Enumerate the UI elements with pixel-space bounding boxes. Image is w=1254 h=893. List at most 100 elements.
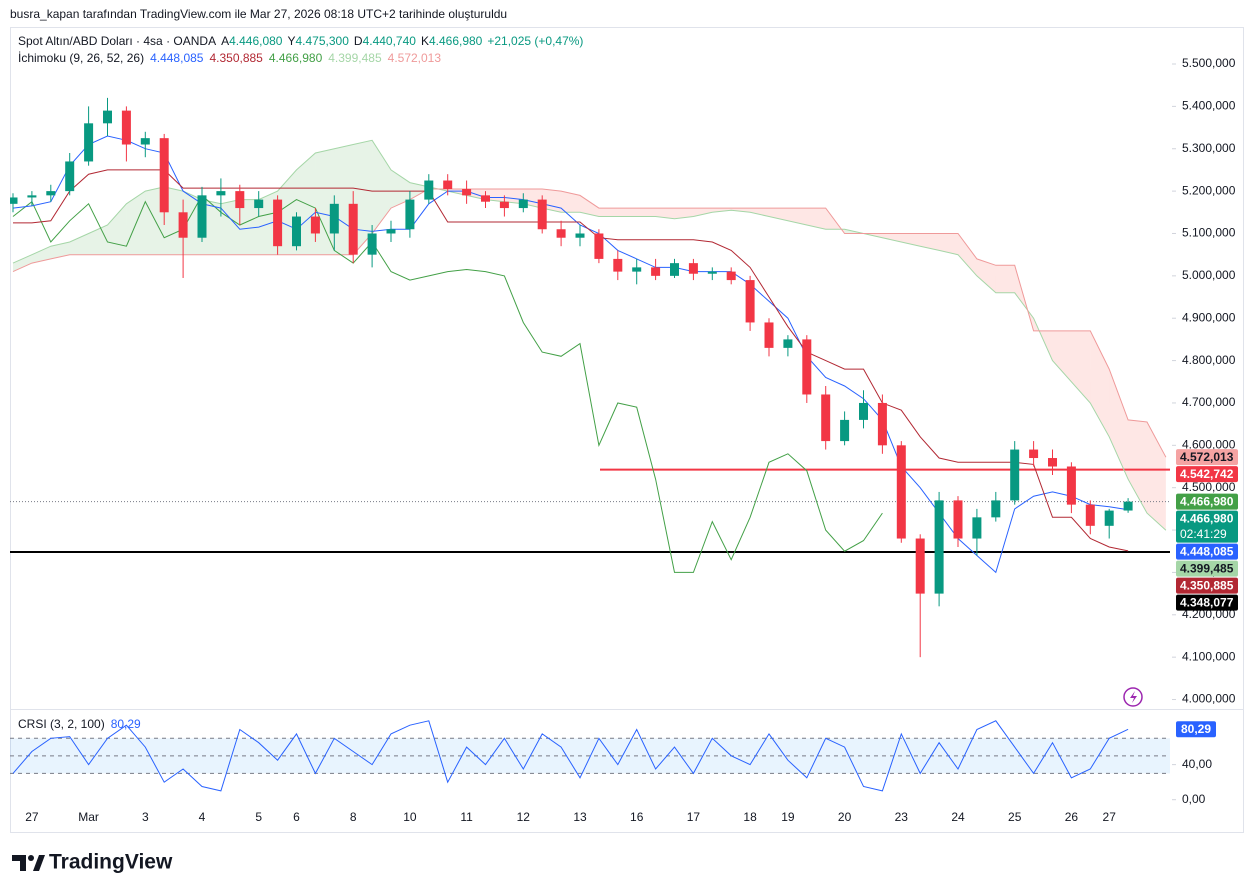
crsi-tick-label: 0,00 xyxy=(1182,792,1206,806)
price-label-box xyxy=(1176,577,1238,594)
cloud xyxy=(769,208,788,221)
cloud xyxy=(1052,330,1072,382)
ichimoku-value: 4.350,885 xyxy=(209,51,263,65)
candle-body xyxy=(367,233,377,255)
candle-body xyxy=(1085,504,1095,526)
cloud xyxy=(693,208,713,217)
x-tick-label: 11 xyxy=(460,810,473,824)
price-label: 4.348,077 xyxy=(1180,595,1234,609)
candle-body xyxy=(877,402,887,446)
candle-body xyxy=(462,188,472,196)
price-label: 4.399,485 xyxy=(1180,561,1234,575)
cloud xyxy=(50,241,70,259)
price-label: 4.542,742 xyxy=(1180,467,1234,481)
x-tick-label: 5 xyxy=(255,810,262,824)
y-tick-label: 4.800,000 xyxy=(1182,353,1236,367)
brand: TradingView xyxy=(49,851,173,874)
candle-body xyxy=(1066,466,1076,505)
candle-body xyxy=(310,216,320,234)
countdown: 02:41:29 xyxy=(1180,527,1227,541)
candle-body xyxy=(575,233,585,238)
price-label: 4.350,885 xyxy=(1180,578,1234,592)
cloud xyxy=(504,188,524,204)
cloud xyxy=(939,233,958,255)
candle-body xyxy=(764,322,774,348)
candle-body xyxy=(1123,501,1133,511)
cloud xyxy=(183,191,202,255)
cloud xyxy=(69,233,89,255)
cloud xyxy=(598,208,618,217)
cloud xyxy=(674,208,694,219)
candle-body xyxy=(65,161,75,192)
candle-body xyxy=(292,216,301,247)
ohlc-key: D xyxy=(354,34,363,48)
crsi-value: 80,29 xyxy=(111,717,141,731)
candle-body xyxy=(972,517,982,539)
cloud xyxy=(239,199,259,255)
cloud xyxy=(1128,419,1147,514)
candle-body xyxy=(556,229,566,238)
cloud xyxy=(334,144,354,255)
y-tick-label: 4.900,000 xyxy=(1182,310,1236,324)
candle-body xyxy=(121,110,131,145)
x-tick-label: 8 xyxy=(350,810,357,824)
cloud xyxy=(561,191,580,213)
candle-body xyxy=(405,199,415,230)
ichimoku-title: İchimoku (9, 26, 52, 26) xyxy=(18,51,144,65)
change: +21,025 (+0,47%) xyxy=(487,34,583,48)
x-tick-label: 27 xyxy=(25,810,39,824)
crsi-value-box xyxy=(1176,721,1216,738)
caption: busra_kapan tarafından TradingView.com i… xyxy=(10,7,507,21)
candle-body xyxy=(424,180,434,200)
x-tick-label: Mar xyxy=(78,810,99,824)
y-tick-label: 5.500,000 xyxy=(1182,56,1236,70)
candle-body xyxy=(840,419,850,442)
candle-body xyxy=(254,199,264,209)
x-tick-label: 23 xyxy=(895,810,909,824)
candle-body xyxy=(707,271,717,274)
candle-body xyxy=(613,258,623,272)
candle-body xyxy=(896,445,906,539)
price-label-box xyxy=(1176,510,1238,543)
cloud xyxy=(353,140,373,255)
candle-body xyxy=(443,180,453,189)
candle-body xyxy=(783,339,793,348)
y-tick-label: 4.100,000 xyxy=(1182,649,1236,663)
x-tick-label: 6 xyxy=(293,810,300,824)
cloud xyxy=(315,148,335,255)
x-tick-label: 26 xyxy=(1065,810,1079,824)
cloud xyxy=(447,188,467,196)
candle-body xyxy=(1029,449,1039,459)
y-tick-label: 5.100,000 xyxy=(1182,226,1236,240)
cloud xyxy=(258,191,278,255)
cloud xyxy=(107,203,127,255)
alert-icon[interactable] xyxy=(1123,687,1143,707)
y-tick-label: 4.600,000 xyxy=(1182,437,1236,451)
candle-body xyxy=(688,263,698,274)
ohlc-key: Y xyxy=(287,34,295,48)
price-label: 4.466,980 xyxy=(1180,511,1234,525)
price-label-box xyxy=(1176,543,1238,560)
candle-body xyxy=(386,229,396,234)
cloud xyxy=(712,208,732,213)
cloud xyxy=(750,208,769,217)
ichimoku-value: 4.448,085 xyxy=(150,51,204,65)
candle-body xyxy=(915,538,925,594)
price-label-box xyxy=(1176,449,1238,466)
candle-body xyxy=(651,267,661,276)
ichimoku-line xyxy=(12,194,883,573)
ohlc-key: K xyxy=(421,34,429,48)
candle-body xyxy=(140,138,150,145)
price-axis: 4.000,0004.100,0004.200,0004.300,0004.40… xyxy=(1172,56,1238,706)
price-label-box xyxy=(1176,560,1238,577)
candle-body xyxy=(499,201,509,209)
ohlc-value: 4.440,740 xyxy=(363,34,417,48)
cloud xyxy=(164,186,184,255)
candle-body xyxy=(235,191,245,209)
price-label-box xyxy=(1176,493,1238,510)
x-tick-label: 19 xyxy=(781,810,795,824)
price-label-box xyxy=(1176,594,1238,611)
cloud xyxy=(1090,330,1110,437)
